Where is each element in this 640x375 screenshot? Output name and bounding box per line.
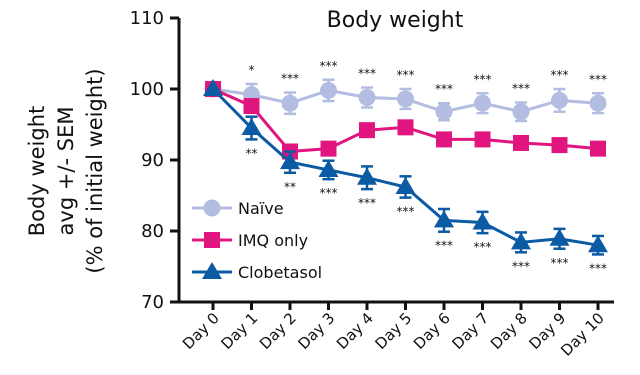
data-point	[588, 235, 608, 253]
significance-label: ***	[358, 67, 376, 81]
chart-title: Body weight	[327, 8, 464, 33]
data-point	[318, 159, 339, 177]
y-tick-label: 100	[130, 79, 164, 100]
significance-label: **	[284, 180, 296, 194]
significance-label: ***	[551, 256, 569, 270]
x-tick-label: Day 5	[372, 309, 416, 353]
data-point	[474, 94, 491, 112]
x-tick-label: Day 8	[487, 309, 531, 353]
x-tick-label: Day 7	[449, 309, 493, 353]
data-point	[474, 131, 491, 148]
data-point	[359, 122, 375, 139]
data-point	[320, 81, 337, 99]
legend-item-1: IMQ only	[192, 231, 308, 250]
y-axis-title-line-2: avg +/- SEM	[54, 107, 78, 236]
series-line	[211, 87, 599, 247]
significance-label: ***	[474, 240, 492, 254]
data-point	[511, 232, 531, 250]
data-point	[320, 140, 337, 157]
significance-label: ***	[397, 68, 415, 82]
x-tick-label: Day 4	[333, 309, 377, 353]
data-point	[512, 103, 530, 121]
significance-label: ***	[551, 68, 569, 82]
data-point	[280, 152, 300, 170]
data-point	[395, 176, 416, 194]
y-tick-label: 90	[141, 150, 164, 171]
plot-area: ********** *************** ******* ********…	[203, 59, 608, 275]
significance-label: ***	[358, 196, 376, 210]
data-point	[434, 210, 454, 228]
data-point	[397, 119, 414, 136]
significance-label: ***	[589, 72, 607, 86]
x-tick-label: Day 2	[256, 309, 300, 353]
data-point	[357, 167, 377, 185]
significance-label: ***	[320, 59, 338, 73]
x-tick-label: Day 6	[410, 309, 454, 353]
x-tick-label: Day 10	[557, 309, 608, 360]
data-point	[358, 89, 376, 107]
data-point	[203, 79, 223, 96]
significance-label: ***	[435, 239, 453, 253]
significance-label: *	[249, 63, 255, 77]
legend-item-2: Clobetasol	[192, 262, 322, 282]
legend-label: Naïve	[238, 199, 284, 218]
data-point	[549, 228, 570, 246]
legend: Naïve IMQ only Clobetasol	[192, 199, 322, 282]
series-2: **** ************ ****** *** ***	[203, 79, 608, 275]
x-tick-label: Day 0	[179, 309, 223, 353]
significance-label: ***	[320, 186, 338, 200]
data-point	[397, 90, 414, 108]
significance-label: **	[246, 146, 258, 160]
significance-label: ***	[512, 81, 530, 95]
data-point	[281, 94, 299, 112]
y-axis-title: Body weight avg +/- SEM (% of initial we…	[25, 68, 107, 273]
y-tick-label: 110	[130, 8, 164, 29]
series-0: ********** *************** ***	[204, 59, 607, 123]
y-axis-title-line-3: (% of initial weight)	[83, 68, 107, 273]
legend-item-0: Naïve	[192, 199, 284, 218]
y-tick-label: 70	[141, 292, 164, 313]
data-point	[589, 94, 607, 112]
data-point	[551, 91, 568, 109]
significance-label: ***	[512, 259, 530, 273]
significance-label: ***	[435, 82, 453, 96]
significance-label: ***	[589, 261, 607, 275]
legend-label: Clobetasol	[238, 263, 322, 282]
y-tick-label: 80	[141, 221, 164, 242]
legend-marker	[202, 262, 222, 279]
legend-label: IMQ only	[238, 231, 308, 250]
legend-marker	[203, 199, 221, 217]
series-1	[205, 81, 606, 160]
data-point	[590, 140, 606, 157]
y-axis-title-line-1: Body weight	[25, 106, 49, 237]
significance-label: ***	[281, 72, 299, 86]
data-point	[472, 212, 493, 230]
data-point	[435, 103, 453, 121]
x-tick-label: Day 1	[218, 309, 262, 353]
data-point	[436, 131, 452, 148]
x-tick-label: Day 3	[295, 309, 339, 353]
data-point	[243, 98, 260, 115]
significance-label: ***	[474, 72, 492, 86]
legend-marker	[204, 232, 220, 248]
data-point	[241, 118, 262, 136]
data-point	[551, 137, 568, 154]
significance-label: ***	[397, 205, 415, 219]
data-point	[513, 134, 529, 151]
